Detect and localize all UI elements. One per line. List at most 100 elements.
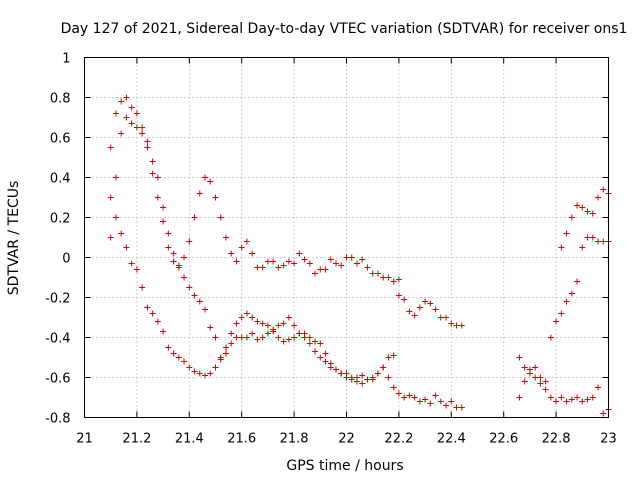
data-point	[270, 258, 277, 265]
data-point	[118, 130, 125, 137]
data-point	[306, 334, 313, 341]
data-point	[558, 394, 565, 401]
data-point	[312, 348, 319, 355]
data-point	[149, 170, 156, 177]
data-point	[139, 130, 146, 137]
data-point	[118, 98, 125, 105]
x-tick-label: 22.4	[437, 432, 466, 447]
data-point	[532, 364, 539, 371]
data-point	[343, 370, 350, 377]
data-point	[285, 336, 292, 343]
series-track-3	[107, 194, 465, 411]
data-point	[133, 124, 140, 131]
data-point	[579, 204, 586, 211]
data-point	[254, 264, 261, 271]
data-point	[285, 314, 292, 321]
data-point	[123, 94, 130, 101]
data-point	[160, 218, 167, 225]
x-tick-label: 21.6	[227, 432, 256, 447]
data-point	[369, 270, 376, 277]
data-point	[133, 110, 140, 117]
data-point	[280, 262, 287, 269]
data-point	[458, 404, 465, 411]
data-point	[259, 334, 266, 341]
x-tick-labels: 21 21.2 21.4 21.6 21.8 22 22.2 22.4 22.6 22.8 23	[76, 432, 617, 447]
x-tick-label: 21.8	[280, 432, 309, 447]
data-point	[526, 370, 533, 377]
data-point	[364, 264, 371, 271]
data-point	[574, 278, 581, 285]
data-point	[275, 322, 282, 329]
data-point	[584, 208, 591, 215]
series-track-2	[107, 114, 465, 383]
data-point	[222, 344, 229, 351]
data-point	[165, 230, 172, 237]
data-point	[181, 358, 188, 365]
y-tick-label: 1	[62, 52, 70, 67]
data-point	[228, 340, 235, 347]
x-axis-label: GPS time / hours	[286, 458, 403, 474]
data-point	[275, 334, 282, 341]
data-point	[448, 398, 455, 405]
data-point	[128, 260, 135, 267]
data-point	[112, 110, 119, 117]
data-point	[165, 344, 172, 351]
data-point	[327, 360, 334, 367]
data-point	[537, 380, 544, 387]
data-point	[458, 322, 465, 329]
data-point	[296, 330, 303, 337]
data-point	[385, 374, 392, 381]
y-tick-label: -0.6	[45, 372, 70, 387]
data-point	[175, 354, 182, 361]
data-point	[149, 158, 156, 165]
y-tick-label: -0.2	[45, 292, 70, 307]
data-point	[222, 350, 229, 357]
data-point	[160, 328, 167, 335]
data-point	[170, 350, 177, 357]
data-point	[521, 364, 528, 371]
data-point	[453, 322, 460, 329]
data-point	[432, 306, 439, 313]
data-point	[553, 398, 560, 405]
y-tick-labels: -0.8 -0.6 -0.4 -0.2 0 0.2 0.4 0.6 0.8 1	[45, 52, 70, 427]
x-tick-label: 22.6	[489, 432, 518, 447]
data-point	[322, 350, 329, 357]
data-point	[359, 380, 366, 387]
data-point	[243, 334, 250, 341]
data-point	[327, 256, 334, 263]
data-point	[149, 310, 156, 317]
data-point	[348, 374, 355, 381]
data-point	[275, 264, 282, 271]
data-point	[112, 174, 119, 181]
data-point	[202, 372, 209, 379]
data-point	[380, 364, 387, 371]
data-point	[207, 178, 214, 185]
data-point	[584, 234, 591, 241]
data-point	[553, 318, 560, 325]
data-point	[401, 296, 408, 303]
chart-title: Day 127 of 2021, Sidereal Day-to-day VTE…	[61, 21, 628, 37]
data-point	[123, 114, 130, 121]
data-point	[322, 358, 329, 365]
data-point	[233, 334, 240, 341]
data-point	[422, 298, 429, 305]
data-point	[600, 410, 607, 417]
data-point	[568, 290, 575, 297]
data-point	[144, 304, 151, 311]
data-point	[249, 250, 256, 257]
data-point	[437, 398, 444, 405]
plot-frame	[84, 57, 609, 418]
y-tick-label: 0.8	[50, 92, 71, 107]
data-point	[186, 238, 193, 245]
data-point	[595, 238, 602, 245]
data-point	[317, 340, 324, 347]
data-point	[537, 374, 544, 381]
data-point	[306, 260, 313, 267]
data-point	[202, 306, 209, 313]
x-tick-label: 22.2	[384, 432, 413, 447]
data-point	[212, 334, 219, 341]
data-point	[107, 234, 114, 241]
data-point	[233, 258, 240, 265]
data-point	[144, 144, 151, 151]
data-point	[249, 330, 256, 337]
